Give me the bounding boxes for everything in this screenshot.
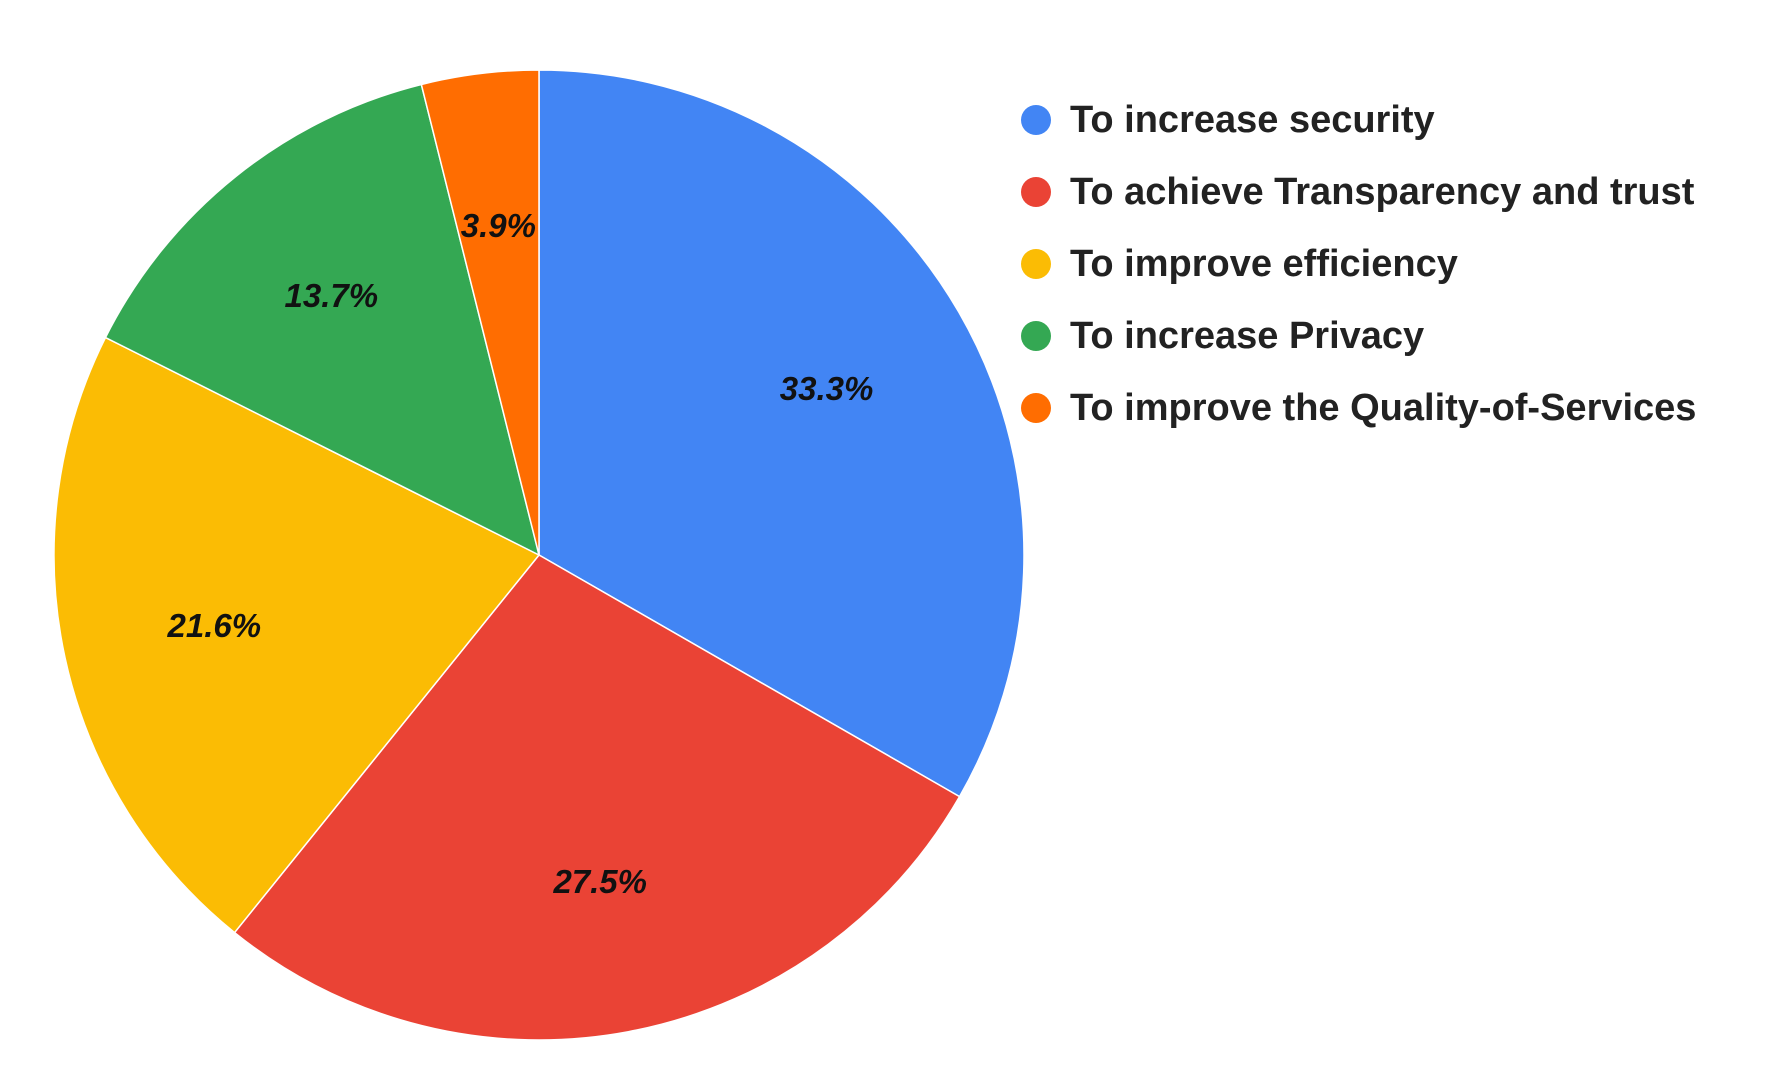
legend-entry-2: To achieve Transparency and trust [1021,171,1695,213]
legend-label-5: To improve the Quality-of-Services [1070,387,1696,429]
pie-slice-1 [538,69,1025,798]
legend-swatch-1 [1021,105,1051,135]
legend: To increase security To achieve Transpare… [1021,99,1696,429]
legend-swatch-2 [1021,177,1051,207]
pie-slice-3 [53,336,541,934]
legend-label-4: To increase Privacy [1070,315,1424,357]
legend-entry-3: To improve efficiency [1021,243,1458,285]
legend-label-2: To achieve Transparency and trust [1070,171,1695,213]
pie-slices [53,69,1025,1041]
legend-label-1: To increase security [1070,99,1435,141]
legend-swatch-5 [1021,393,1051,423]
pie-data-label-4: 13.7% [284,277,378,314]
pie-slice-2 [233,554,961,1041]
legend-entry-4: To increase Privacy [1021,315,1424,357]
legend-swatch-3 [1021,249,1051,279]
legend-entry-1: To increase security [1021,99,1435,141]
legend-swatch-4 [1021,321,1051,351]
pie-data-label-2: 27.5% [552,863,647,900]
pie-data-labels: 33.3% 27.5% 21.6% 13.7% 3.9% [167,207,874,900]
pie-slice-5 [420,69,540,556]
pie-slice-4 [104,83,541,557]
legend-entry-5: To improve the Quality-of-Services [1021,387,1696,429]
legend-label-3: To improve efficiency [1070,243,1458,285]
pie-data-label-5: 3.9% [461,207,536,244]
pie-data-label-1: 33.3% [780,370,874,407]
pie-data-label-3: 21.6% [167,607,262,644]
